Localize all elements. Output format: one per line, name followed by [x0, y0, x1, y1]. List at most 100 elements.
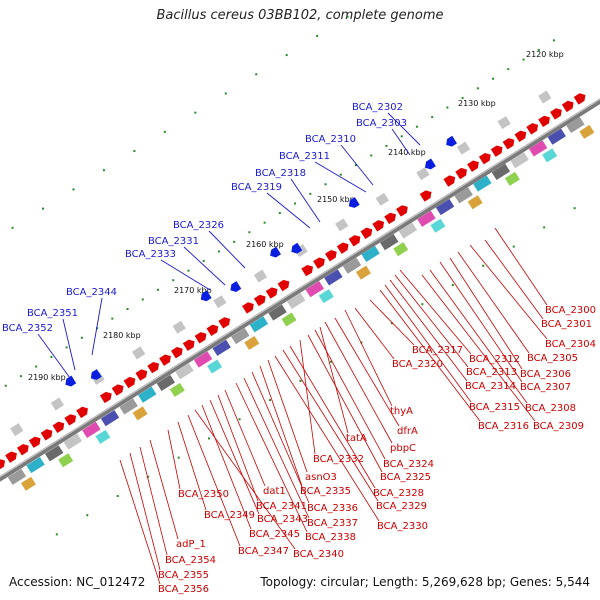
gene-label: BCA_2343	[257, 514, 308, 525]
scale-label: 2160 kbp	[246, 240, 284, 249]
gene-arrow	[242, 300, 256, 313]
gene-arrow	[278, 278, 292, 291]
gene-label: BCA_2301	[541, 319, 592, 330]
scale-tick	[20, 375, 22, 377]
gene-label: dfrA	[397, 426, 418, 437]
gene-arrow	[29, 434, 43, 447]
gene-arrow	[228, 281, 241, 294]
gene-label: BCA_2308	[525, 403, 576, 414]
scale-tick	[286, 54, 288, 56]
feature-block	[356, 266, 371, 280]
gene-label: BCA_2338	[305, 532, 356, 543]
leader-line	[218, 395, 258, 501]
gene-arrow	[218, 315, 232, 328]
gene-label: BCA_2354	[165, 555, 216, 566]
gene-label: asnO3	[305, 472, 337, 483]
scale-tick	[347, 16, 349, 18]
gene-arrow	[159, 352, 173, 365]
gene-label: BCA_2351	[27, 308, 78, 319]
feature-block	[505, 172, 520, 186]
gene-label: BCA_2350	[178, 489, 229, 500]
scale-tick	[218, 250, 220, 252]
scale-label: 2120 kbp	[526, 50, 564, 59]
gene-arrow	[361, 226, 375, 239]
scale-label: 2140 kbp	[388, 148, 426, 157]
scale-tick	[309, 193, 311, 195]
gene-label: BCA_2328	[373, 488, 424, 499]
scale-tick	[452, 284, 454, 286]
gene-arrow	[479, 151, 493, 164]
gene-label: BCA_2356	[158, 584, 209, 595]
gene-label: BCA_2315	[469, 402, 520, 413]
gene-arrow	[64, 412, 78, 425]
gene-arrow	[491, 143, 505, 156]
scale-tick	[103, 169, 105, 171]
leader-line	[184, 247, 225, 285]
gene-label: BCA_2319	[231, 182, 282, 193]
gene-label: BCA_2336	[307, 503, 358, 514]
feature-block	[319, 289, 334, 303]
scale-tick	[574, 207, 576, 209]
gene-label: BCA_2312	[469, 354, 520, 365]
gene-arrow	[349, 233, 363, 246]
feature-block	[132, 346, 145, 359]
feature-block	[579, 125, 594, 139]
scale-tick	[127, 308, 129, 310]
gene-arrow	[0, 457, 7, 470]
gene-arrow	[266, 285, 280, 298]
scale-ticks	[0, 0, 600, 535]
scale-tick	[66, 346, 68, 348]
gene-label: BCA_2304	[545, 339, 596, 350]
gene-arrow	[147, 360, 161, 373]
gene-arrow	[372, 218, 386, 231]
gene-arrow	[384, 211, 398, 224]
leader-line	[458, 252, 529, 353]
gene-arrow	[183, 337, 197, 350]
gene-arrow	[5, 449, 19, 462]
gene-arrow	[562, 99, 576, 112]
scale-tick	[81, 337, 83, 339]
leader-line	[209, 231, 245, 268]
scale-tick	[42, 208, 44, 210]
scale-tick	[269, 399, 271, 401]
scale-tick	[133, 150, 135, 152]
scale-tick	[142, 298, 144, 300]
gene-label: BCA_2307	[520, 382, 571, 393]
scale-tick	[340, 174, 342, 176]
scale-label: 2190 kbp	[28, 373, 66, 382]
gene-label: BCA_2345	[249, 529, 300, 540]
gene-label: thyA	[390, 406, 413, 417]
scale-tick	[370, 154, 372, 156]
gene-arrow	[171, 345, 185, 358]
gene-arrow	[124, 375, 138, 388]
scale-tick	[187, 270, 189, 272]
feature-block	[416, 167, 429, 180]
gene-arrow	[301, 263, 315, 276]
scale-tick	[194, 112, 196, 114]
feature-block	[468, 195, 483, 209]
gene-label: BCA_2340	[293, 549, 344, 560]
gene-label: BCA_2341	[256, 501, 307, 512]
scale-tick	[111, 318, 113, 320]
scale-tick	[299, 380, 301, 382]
gene-arrow	[313, 255, 327, 268]
scale-tick	[492, 78, 494, 80]
scale-tick	[164, 131, 166, 133]
gene-label: BCA_2314	[465, 381, 516, 392]
feature-block	[254, 270, 267, 283]
scale-tick	[255, 73, 257, 75]
feature-block	[430, 219, 445, 233]
gene-arrow	[112, 382, 126, 395]
gene-arrow	[76, 405, 90, 418]
gene-label: BCA_2349	[204, 510, 255, 521]
gene-arrow	[195, 330, 209, 343]
scale-tick	[477, 87, 479, 89]
gene-label: BCA_2300	[545, 305, 596, 316]
gene-arrow	[538, 114, 552, 127]
leader-line	[120, 460, 160, 584]
scale-tick	[117, 495, 119, 497]
gene-label: BCA_2303	[356, 118, 407, 129]
gene-arrow	[550, 106, 564, 119]
feature-block	[498, 116, 511, 129]
leader-line	[470, 245, 547, 339]
